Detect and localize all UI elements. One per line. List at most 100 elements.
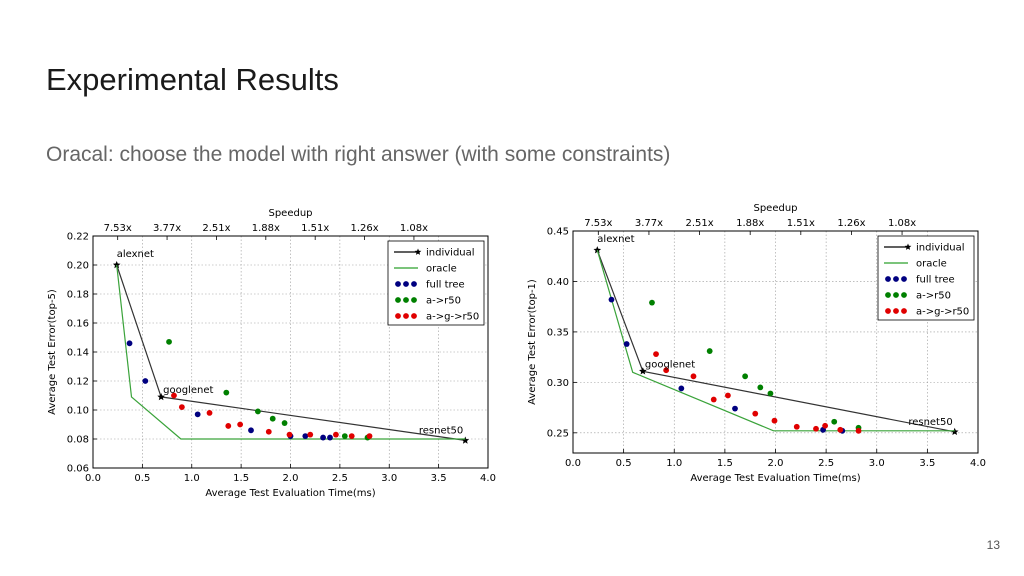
y-tick-label: 0.12	[67, 377, 89, 388]
data-point-full-tree	[327, 434, 333, 441]
top1-error-chart: 0.0 0.5 1.0 1.5 2.0 2.5 3.0 3.5 4.0 0.25 0.30 0.35 0…	[527, 203, 986, 484]
x-tick-label: 2.5	[818, 458, 834, 469]
individual-star-marker	[112, 261, 121, 269]
y-axis-label: Average Test Error(top-5)	[47, 289, 58, 415]
speedup-tick-label: 2.51x	[202, 223, 230, 234]
x-tick-label: 1.5	[717, 458, 733, 469]
x-tick-label: 1.0	[666, 458, 682, 469]
legend-dot-swatch	[901, 276, 907, 282]
individual-star-marker	[461, 436, 470, 444]
y-tick-label: 0.16	[67, 319, 89, 330]
data-point-full-tree	[302, 433, 309, 439]
data-point-a-r50	[831, 418, 838, 425]
data-point-a-g-r50	[813, 425, 819, 432]
speedup-tick-label: 1.88x	[252, 223, 280, 234]
data-point-a-r50	[742, 373, 749, 380]
legend-label: a->r50	[426, 296, 461, 307]
data-point-a-r50	[767, 390, 774, 397]
data-point-a-r50	[706, 348, 713, 354]
data-point-full-tree	[248, 427, 254, 434]
data-point-full-tree	[732, 405, 738, 412]
data-point-a-r50	[269, 415, 276, 422]
y-tick-label: 0.40	[547, 277, 569, 288]
y-tick-label: 0.14	[67, 348, 89, 359]
legend-dot-swatch	[885, 292, 891, 298]
data-point-a-g-r50	[855, 427, 862, 434]
x-tick-label: 3.5	[919, 458, 935, 469]
data-point-a-g-r50	[171, 392, 177, 399]
data-point-a-g-r50	[663, 367, 670, 374]
legend-label: a->r50	[916, 291, 951, 302]
speedup-tick-label: 7.53x	[104, 223, 132, 234]
legend-dot-swatch	[403, 297, 409, 303]
legend-label: full tree	[426, 280, 465, 291]
speedup-tick-label: 1.08x	[400, 223, 428, 234]
speedup-axis-title: Speedup	[753, 203, 797, 214]
speedup-tick-label: 1.26x	[837, 218, 865, 229]
data-point-a-g-r50	[225, 423, 232, 429]
y-tick-label: 0.22	[67, 232, 89, 243]
y-tick-label: 0.35	[547, 327, 569, 338]
data-point-a-g-r50	[178, 404, 185, 410]
chart-legend: individual oracle full tree a->r50 a->g->r50	[387, 240, 485, 326]
slide-title: Experimental Results	[46, 62, 339, 97]
speedup-axis-title: Speedup	[268, 208, 312, 219]
legend-dot-swatch	[885, 308, 891, 314]
y-tick-label: 0.45	[547, 227, 569, 238]
data-point-a-g-r50	[653, 351, 659, 358]
x-tick-label: 3.0	[869, 458, 885, 469]
legend-dot-swatch	[885, 276, 891, 282]
x-tick-label: 4.0	[480, 473, 496, 484]
individual-star-marker	[639, 367, 647, 375]
legend-dot-swatch	[411, 281, 417, 287]
data-point-full-tree	[126, 340, 133, 347]
data-point-a-g-r50	[725, 392, 731, 399]
legend-dot-swatch	[403, 313, 409, 319]
data-point-a-r50	[649, 299, 655, 306]
x-axis-label: Average Test Evaluation Time(ms)	[205, 488, 375, 499]
y-tick-label: 0.10	[67, 406, 89, 417]
y-tick-label: 0.25	[547, 428, 569, 439]
model-annotation: alexnet	[597, 234, 634, 245]
legend-label: oracle	[916, 259, 947, 270]
slide-subtitle: Oracal: choose the model with right answ…	[46, 143, 671, 166]
legend-dot-swatch	[901, 292, 907, 298]
speedup-tick-label: 1.51x	[787, 218, 815, 229]
speedup-tick-label: 3.77x	[635, 218, 663, 229]
x-tick-label: 0.0	[85, 473, 101, 484]
x-tick-label: 0.5	[616, 458, 632, 469]
data-point-a-g-r50	[333, 431, 339, 438]
legend-dot-swatch	[395, 297, 401, 303]
data-point-a-g-r50	[366, 433, 373, 439]
data-point-full-tree	[608, 296, 615, 303]
speedup-tick-label: 2.51x	[685, 218, 713, 229]
legend-dot-swatch	[395, 313, 401, 319]
legend-label: a->g->r50	[426, 312, 479, 323]
series-line-oracle	[596, 250, 955, 432]
data-point-full-tree	[142, 378, 149, 384]
x-tick-label: 2.0	[768, 458, 784, 469]
data-point-a-g-r50	[793, 423, 800, 430]
speedup-tick-label: 1.26x	[350, 223, 378, 234]
data-point-a-r50	[757, 384, 764, 391]
top5-error-chart: 0.0 0.5 1.0 1.5 2.0 2.5 3.0 3.5 4.0 0.06 0.08 0.10 0…	[47, 208, 496, 499]
x-tick-label: 2.0	[283, 473, 299, 484]
legend-label: oracle	[426, 264, 457, 275]
data-point-full-tree	[623, 341, 630, 347]
data-point-a-g-r50	[822, 422, 829, 429]
data-point-a-g-r50	[837, 426, 844, 433]
data-point-a-g-r50	[265, 428, 272, 435]
model-annotation: googlenet	[163, 385, 213, 396]
x-tick-label: 3.0	[381, 473, 397, 484]
y-tick-label: 0.30	[547, 378, 569, 389]
x-tick-label: 1.5	[233, 473, 249, 484]
speedup-tick-label: 1.88x	[736, 218, 764, 229]
data-point-a-r50	[341, 433, 348, 439]
y-tick-label: 0.18	[67, 290, 89, 301]
legend-dot-swatch	[901, 308, 907, 314]
data-point-a-g-r50	[237, 421, 244, 428]
y-tick-label: 0.08	[67, 435, 89, 446]
chart-legend: individual oracle full tree a->r50 a->g->r50	[877, 235, 975, 321]
data-point-a-r50	[166, 338, 172, 345]
x-tick-label: 2.5	[332, 473, 348, 484]
